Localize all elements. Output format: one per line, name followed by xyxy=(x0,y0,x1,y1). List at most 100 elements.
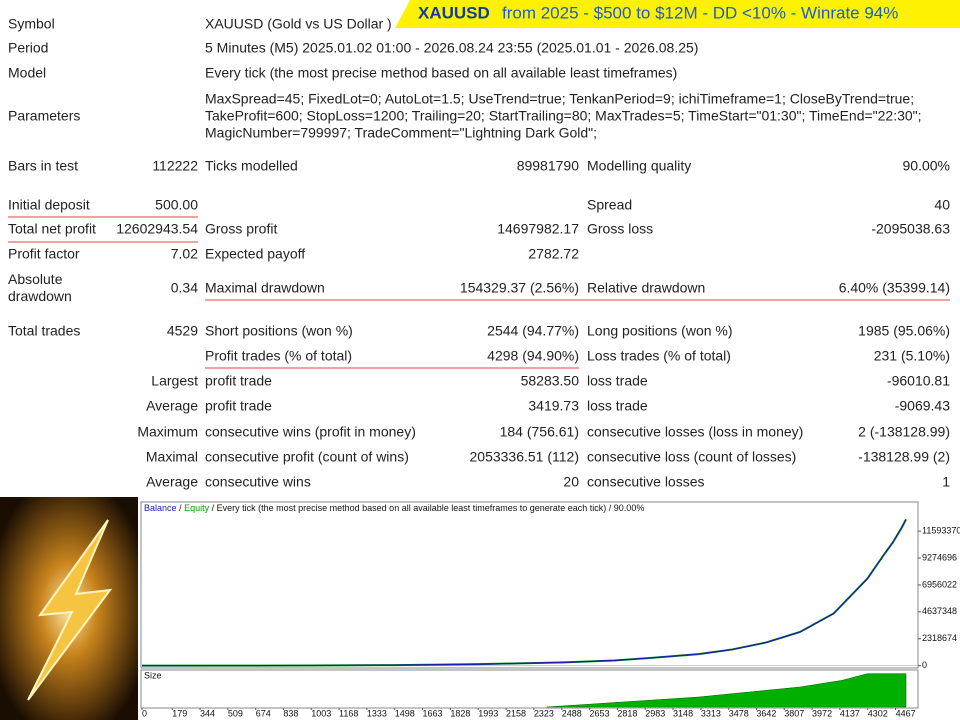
report-label: Loss trades (% of total) xyxy=(587,348,731,364)
y-tick-label: 11593370 xyxy=(922,525,960,535)
report-value: 2544 (94.77%) xyxy=(487,323,579,339)
report-label: Short positions (won %) xyxy=(205,323,353,339)
report-value: -138128.99 (2) xyxy=(858,449,950,465)
report-label: Period xyxy=(8,40,48,56)
report-value: 154329.37 (2.56%) xyxy=(460,280,579,296)
banner-symbol: XAUUSD xyxy=(418,3,490,22)
x-tick-label: 3478 xyxy=(729,708,749,718)
x-tick-label: 1003 xyxy=(311,708,331,718)
report-label: loss trade xyxy=(587,398,648,414)
x-tick-label: 344 xyxy=(200,708,215,718)
x-tick-label: 2323 xyxy=(534,708,554,718)
size-frame xyxy=(140,669,919,709)
report-label: Symbol xyxy=(8,16,55,32)
x-tick-label: 4302 xyxy=(868,708,888,718)
banner-text: from 2025 - $500 to $12M - DD <10% - Win… xyxy=(502,3,898,22)
report-label: Absolute xyxy=(8,271,63,287)
report-value: -9069.43 xyxy=(895,398,950,414)
balance-chart: Balance / Equity / Every tick (the most … xyxy=(141,503,960,718)
x-tick-label: 1993 xyxy=(478,708,498,718)
x-tick-label: 3972 xyxy=(812,708,832,718)
report-value: 89981790 xyxy=(517,158,580,174)
x-tick-label: 1168 xyxy=(339,708,358,718)
report-label: Total trades xyxy=(8,323,80,339)
lightning-bolt xyxy=(27,519,113,701)
report-value: 4298 (94.90%) xyxy=(487,348,579,364)
report-label: XAUUSD (Gold vs US Dollar ) xyxy=(205,16,392,32)
report-value: 2053336.51 (112) xyxy=(470,449,580,465)
report-value: 58283.50 xyxy=(521,373,580,389)
y-tick-label: 4637348 xyxy=(922,606,957,616)
report-label: Total net profit xyxy=(8,221,96,237)
x-tick-label: 674 xyxy=(256,708,271,718)
report-value: Largest xyxy=(151,373,198,389)
report-table: Symbol XAUUSD (Gold vs US Dollar ) Period 5… xyxy=(8,16,950,490)
report-label: profit trade xyxy=(205,398,272,414)
report-value: 1985 (95.06%) xyxy=(858,323,950,339)
report-label: drawdown xyxy=(8,288,72,304)
y-tick-label: 0 xyxy=(922,660,927,670)
report-value: 1 xyxy=(942,474,950,490)
report-value: Maximal xyxy=(146,449,198,465)
report-label: 5 Minutes (M5) 2025.01.02 01:00 - 2026.0… xyxy=(205,40,698,56)
report-label: Profit trades (% of total) xyxy=(205,348,352,364)
x-tick-label: 0 xyxy=(142,708,147,718)
report-label: MaxSpread=45; FixedLot=0; AutoLot=1.5; U… xyxy=(205,91,914,107)
x-tick-label: 509 xyxy=(228,708,243,718)
report-value: Average xyxy=(146,474,198,490)
x-tick-label: 838 xyxy=(283,708,298,718)
report-value: -96010.81 xyxy=(887,373,950,389)
report-label: Spread xyxy=(587,197,632,213)
report-value: 0.34 xyxy=(171,280,198,296)
report-label: consecutive wins xyxy=(205,474,311,490)
x-tick-label: 2488 xyxy=(562,708,582,718)
report-label: Parameters xyxy=(8,108,80,124)
report-value: 112222 xyxy=(152,158,198,174)
report-label: Bars in test xyxy=(8,158,78,174)
report-value: 90.00% xyxy=(903,158,950,174)
report-value: 500.00 xyxy=(155,197,198,213)
report-label: Ticks modelled xyxy=(205,158,298,174)
report-value: 184 (756.61) xyxy=(500,424,579,440)
size-area xyxy=(546,673,907,708)
report-value: -2095038.63 xyxy=(871,221,950,237)
x-tick-label: 3313 xyxy=(701,708,721,718)
legend-equity: Equity xyxy=(184,503,210,513)
x-tick-label: 3148 xyxy=(673,708,693,718)
x-tick-label: 4467 xyxy=(896,708,916,718)
report-label: Initial deposit xyxy=(8,197,90,213)
x-tick-label: 2818 xyxy=(617,708,637,718)
series-line xyxy=(141,519,907,667)
caption-separator: / xyxy=(179,503,182,513)
x-tick-label: 179 xyxy=(172,708,187,718)
report-value: 6.40% (35399.14) xyxy=(839,280,950,296)
y-tick-label: 6956022 xyxy=(922,579,957,589)
report-label: consecutive losses xyxy=(587,474,705,490)
x-tick-label: 1663 xyxy=(423,708,443,718)
report-value: 20 xyxy=(563,474,579,490)
lightning-image xyxy=(0,497,138,720)
report-label: Gross profit xyxy=(205,221,277,237)
report-label: consecutive profit (count of wins) xyxy=(205,449,409,465)
report-label: consecutive loss (count of losses) xyxy=(587,449,796,465)
report-label: Gross loss xyxy=(587,221,653,237)
x-tick-label: 2158 xyxy=(506,708,526,718)
report-label: Relative drawdown xyxy=(587,280,705,296)
report-label: Long positions (won %) xyxy=(587,323,733,339)
report-value: 4529 xyxy=(167,323,198,339)
report-value: 7.02 xyxy=(171,246,198,262)
report-value: 3419.73 xyxy=(528,398,579,414)
x-tick-label: 2983 xyxy=(645,708,665,718)
caption-text: / Every tick (the most precise method ba… xyxy=(212,503,645,513)
report-label: Maximal drawdown xyxy=(205,280,325,296)
chart-caption: Balance / Equity / Every tick (the most … xyxy=(144,503,644,513)
report-label: Expected payoff xyxy=(205,246,305,262)
banner-background xyxy=(395,0,960,28)
x-tick-label: 2653 xyxy=(590,708,610,718)
legend-balance: Balance xyxy=(144,503,177,513)
report-label: profit trade xyxy=(205,373,272,389)
report-value: Average xyxy=(146,398,198,414)
x-tick-label: 1333 xyxy=(367,708,387,718)
